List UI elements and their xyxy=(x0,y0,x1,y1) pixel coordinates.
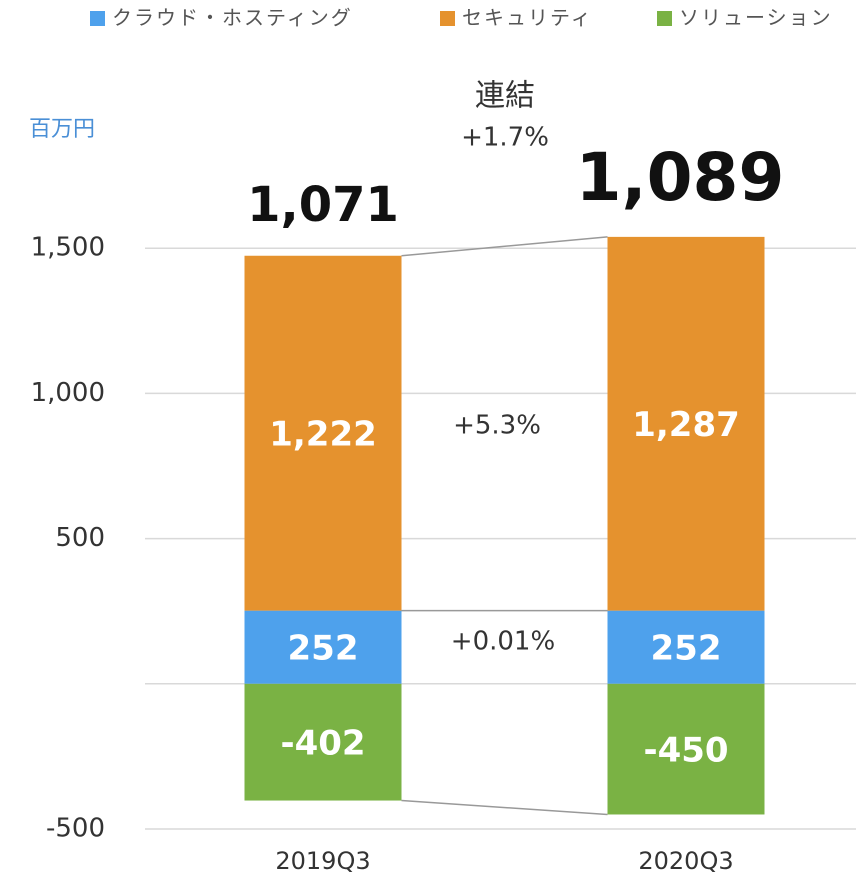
legend-swatch xyxy=(657,11,672,26)
bar-segment xyxy=(607,683,765,815)
legend-label: セキュリティ xyxy=(462,6,593,30)
legend-swatch xyxy=(440,11,455,26)
legend-label: ソリューション xyxy=(679,6,833,30)
legend-label: クラウド・ホスティング xyxy=(112,6,353,30)
total-label: 1,089 xyxy=(576,139,785,216)
annotation: +0.01% xyxy=(451,627,555,657)
connector xyxy=(401,236,608,257)
total-label: 1,071 xyxy=(247,177,399,233)
y-tick-label: 1,500 xyxy=(31,233,105,263)
annotation: +1.7% xyxy=(461,123,549,153)
data-label: 1,287 xyxy=(632,405,740,445)
data-label: 252 xyxy=(288,629,359,669)
annotation: 連結 xyxy=(475,79,535,114)
connector xyxy=(401,799,608,816)
x-tick-label: 2020Q3 xyxy=(638,847,733,875)
data-label: -402 xyxy=(280,724,365,764)
bar-segment xyxy=(607,610,765,684)
bar-segment xyxy=(244,255,402,611)
data-label: -450 xyxy=(643,731,728,771)
legend-swatch xyxy=(90,11,105,26)
x-tick-label: 2019Q3 xyxy=(275,847,370,875)
annotation: +5.3% xyxy=(453,411,541,441)
data-label: 1,222 xyxy=(269,415,377,455)
y-tick-label: 500 xyxy=(55,523,105,553)
unit-label: 百万円 xyxy=(29,117,95,142)
bar-segment xyxy=(244,610,402,684)
bar-segment xyxy=(244,683,402,801)
y-tick-label: -500 xyxy=(46,814,105,844)
bar-segment xyxy=(607,236,765,611)
data-label: 252 xyxy=(651,629,722,669)
y-tick-label: 1,000 xyxy=(31,378,105,408)
